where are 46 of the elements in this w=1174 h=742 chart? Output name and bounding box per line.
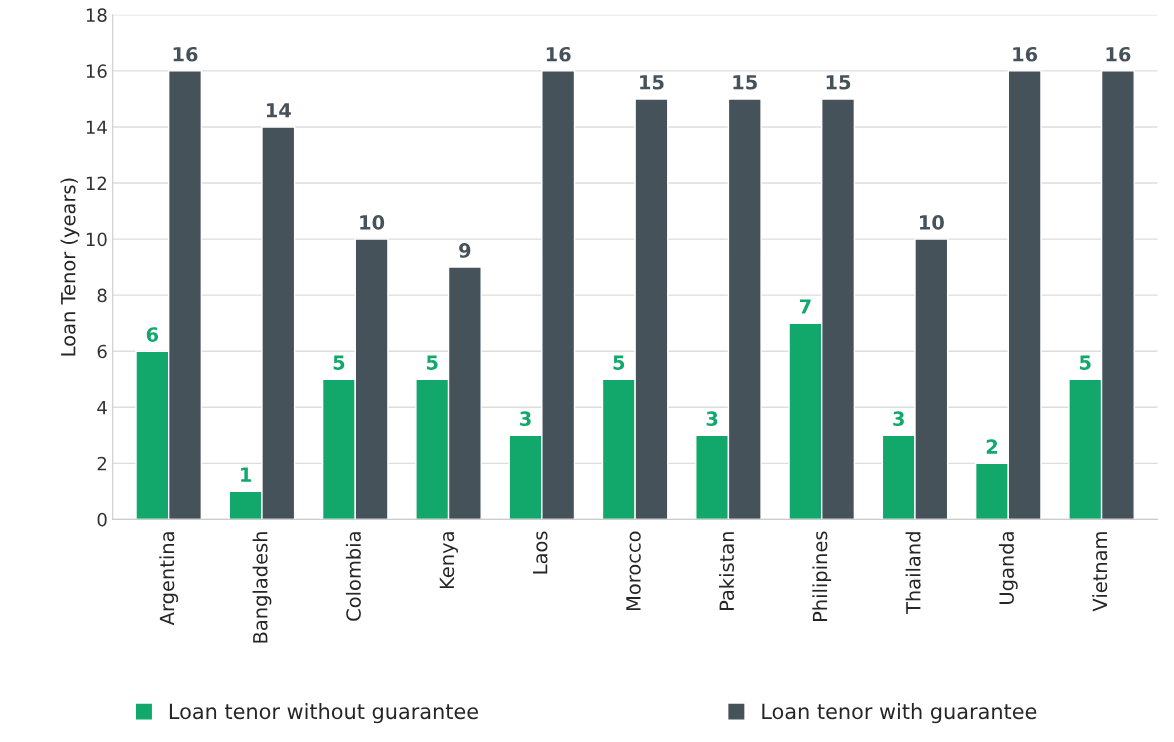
data-label: 14: [266, 103, 291, 118]
x-tick-label: Pakistan: [719, 532, 735, 611]
x-tick-label: Philipines: [812, 531, 832, 622]
data-label: 2: [986, 439, 998, 454]
y-tick-label: 4: [97, 400, 107, 415]
x-tick-label: Bangladesh: [252, 532, 272, 643]
y-tick-label: 2: [97, 456, 107, 471]
x-tick-label: Argentina: [159, 532, 179, 626]
y-tick-label: 10: [86, 232, 107, 247]
y-axis-title: Loan Tenor (years): [60, 178, 80, 356]
data-label: 5: [613, 355, 625, 370]
data-label: 5: [426, 355, 438, 370]
data-label: 6: [146, 327, 159, 342]
y-tick-label: 14: [86, 120, 107, 134]
data-label: 3: [893, 411, 904, 426]
x-tick-label: Colombia: [345, 532, 361, 621]
data-label: 15: [640, 75, 664, 90]
x-tick-label: Vietnam: [1092, 532, 1108, 612]
data-label: 3: [520, 411, 531, 426]
y-tick-label: 16: [86, 64, 107, 79]
data-label: 10: [920, 215, 944, 230]
legend-label: Loan tenor with guarantee: [762, 703, 1037, 724]
x-tick-label: Kenya: [439, 532, 458, 589]
y-tick-label: 6: [97, 344, 107, 359]
data-label: 16: [1013, 46, 1038, 62]
data-label: 16: [173, 46, 198, 62]
legend-label: Loan tenor without guarantee: [169, 703, 478, 724]
data-label: 1: [241, 467, 252, 482]
data-label: 7: [799, 299, 811, 314]
data-label: 9: [459, 243, 471, 258]
x-tick-label: Uganda: [998, 532, 1018, 604]
data-label: 16: [1106, 46, 1131, 62]
x-tick-label: Thailand: [905, 532, 921, 615]
y-tick-label: 18: [86, 8, 107, 22]
data-label: 15: [826, 75, 851, 90]
data-label: 3: [706, 411, 718, 426]
data-label: 16: [546, 46, 571, 62]
y-tick-label: 12: [86, 176, 107, 190]
data-label: 10: [360, 215, 385, 230]
data-label: 5: [1080, 355, 1091, 370]
data-label: 15: [733, 75, 757, 90]
x-tick-label: Laos: [533, 531, 548, 574]
data-label: 5: [333, 355, 345, 370]
y-tick-label: 8: [97, 288, 107, 303]
y-tick-label: 0: [97, 512, 107, 527]
x-tick-label: Morocco: [626, 531, 641, 611]
